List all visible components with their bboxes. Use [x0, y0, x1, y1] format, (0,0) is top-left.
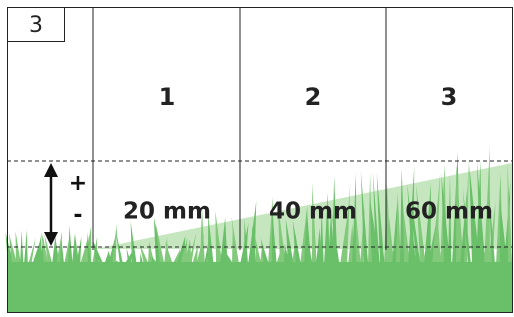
minus-sign: - [73, 203, 82, 228]
plus-sign: + [69, 171, 87, 196]
height-label: 40 mm [269, 199, 357, 225]
height-label: 20 mm [123, 199, 211, 225]
grass-base [7, 262, 512, 313]
header-box-label: 3 [29, 13, 43, 38]
height-label: 60 mm [405, 199, 493, 225]
diagram: 3 1 2 3 20 mm 40 mm 60 mm + - [0, 0, 514, 317]
column-number: 1 [159, 83, 176, 111]
column-number: 2 [305, 83, 322, 111]
column-number: 3 [441, 83, 458, 111]
